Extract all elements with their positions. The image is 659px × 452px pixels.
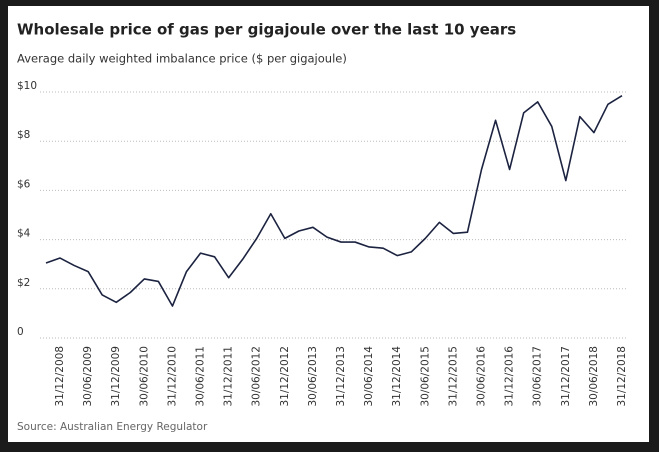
y-tick-label: $10 [17,80,37,92]
y-tick-label: 0 [17,326,24,338]
x-tick-label: 30/06/2016 [476,346,488,407]
x-tick-label: 30/06/2011 [195,346,207,407]
x-tick-label: 31/12/2011 [223,346,235,407]
x-tick-label: 31/12/2013 [335,346,347,407]
x-tick-label: 30/06/2010 [138,346,150,407]
x-tick-label: 31/12/2017 [560,346,572,407]
x-tick-label: 30/06/2015 [419,346,431,407]
chart-subtitle: Average daily weighted imbalance price (… [17,52,347,66]
x-tick-label: 31/12/2016 [504,346,516,407]
x-tick-label: 30/06/2017 [532,346,544,407]
y-tick-label: $8 [17,129,30,141]
line-series [45,95,623,307]
x-tick-label: 31/12/2015 [447,346,459,407]
chart-background [8,6,649,442]
y-tick-label: $4 [17,228,31,240]
x-tick-label: 31/12/2012 [279,346,291,407]
x-tick-label: 30/06/2018 [588,346,600,407]
x-tick-label: 30/06/2013 [307,346,319,407]
x-tick-label: 30/06/2012 [251,346,263,407]
y-tick-label: $6 [17,178,31,190]
x-tick-label: 31/12/2009 [110,346,122,407]
source: Source: Australian Energy Regulator [17,421,208,433]
x-tick-label: 31/12/2014 [391,346,403,407]
x-tick-label: 30/06/2009 [82,346,94,407]
x-tick-label: 31/12/2010 [166,346,178,407]
x-tick-label: 31/12/2018 [616,346,628,407]
x-tick-label: 30/06/2014 [363,346,375,407]
chart-title: Wholesale price of gas per gigajoule ove… [17,21,516,39]
x-tick-label: 31/12/2008 [54,346,66,407]
y-tick-label: $2 [17,277,30,289]
